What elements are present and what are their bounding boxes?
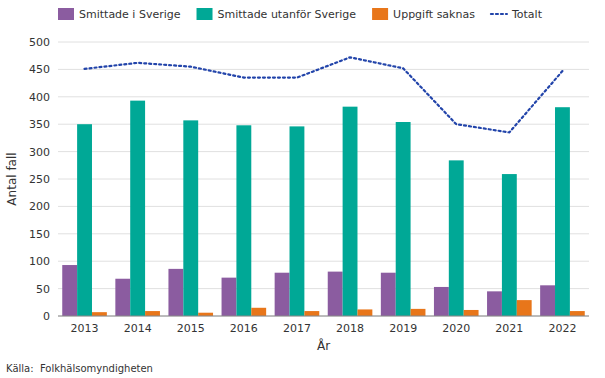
grid-line xyxy=(58,316,589,317)
bar xyxy=(115,279,130,316)
y-tick-label: 150 xyxy=(29,228,50,241)
x-tick-label: 2017 xyxy=(283,322,311,335)
bar xyxy=(570,311,585,316)
x-tick-label: 2018 xyxy=(336,322,364,335)
bar xyxy=(275,273,290,316)
x-axis-line xyxy=(58,316,589,317)
bar xyxy=(343,107,358,316)
x-tick-label: 2015 xyxy=(177,322,205,335)
x-tick-label: 2020 xyxy=(442,322,470,335)
bar xyxy=(290,126,305,316)
y-tick-label: 500 xyxy=(29,36,50,49)
bar xyxy=(449,160,464,316)
bar xyxy=(555,107,570,316)
x-axis-label: År xyxy=(317,338,330,353)
legend-label: Smittade utanför Sverige xyxy=(218,8,357,21)
y-tick-label: 50 xyxy=(36,283,50,296)
y-tick-label: 200 xyxy=(29,200,50,213)
line xyxy=(85,57,563,132)
bar xyxy=(464,310,479,316)
legend-swatch xyxy=(58,8,74,20)
x-tick-label: 2021 xyxy=(495,322,523,335)
bar xyxy=(487,291,502,316)
bar xyxy=(357,309,372,316)
x-tick-label: 2022 xyxy=(548,322,576,335)
legend-swatch xyxy=(491,13,507,15)
bar xyxy=(62,265,77,316)
bar xyxy=(130,101,145,316)
bar xyxy=(381,273,396,316)
y-tick-label: 100 xyxy=(29,255,50,268)
bar xyxy=(222,278,237,316)
legend: Smittade i Sverige Smittade utanför Sveri… xyxy=(58,8,543,21)
y-tick-label: 350 xyxy=(29,118,50,131)
y-tick-label: 0 xyxy=(43,310,50,323)
x-tick-label: 2014 xyxy=(124,322,152,335)
bar xyxy=(251,308,266,316)
grid-line xyxy=(58,42,589,43)
legend-swatch xyxy=(197,8,213,20)
bar xyxy=(92,312,107,316)
bar xyxy=(77,124,92,316)
x-tick-label: 2013 xyxy=(71,322,99,335)
plot-marks xyxy=(62,57,585,316)
chart-svg: 0 50 100 150 200 250 300 350 400 450 500 2013 2014 20… xyxy=(0,0,605,378)
bar xyxy=(517,300,532,316)
y-tick-label: 400 xyxy=(29,91,50,104)
bar xyxy=(183,120,198,316)
y-axis-label: Antal fall xyxy=(5,152,19,205)
x-tick-label: 2019 xyxy=(389,322,417,335)
legend-label: Uppgift saknas xyxy=(393,8,475,21)
legend-label: Smittade i Sverige xyxy=(79,8,181,21)
source-note: Källa: Folkhälsomyndigheten xyxy=(6,363,153,374)
legend-swatch xyxy=(372,8,388,20)
bar xyxy=(396,122,411,316)
y-tick-label: 250 xyxy=(29,173,50,186)
bar xyxy=(502,174,517,316)
bar xyxy=(411,309,426,316)
chart-container: 0 50 100 150 200 250 300 350 400 450 500 2013 2014 20… xyxy=(0,0,605,378)
bar xyxy=(434,287,449,316)
legend-label: Totalt xyxy=(511,8,543,21)
bar xyxy=(540,285,555,316)
bar xyxy=(328,272,343,316)
bar xyxy=(304,311,319,316)
bar xyxy=(236,125,251,316)
y-tick-label: 300 xyxy=(29,146,50,159)
grid xyxy=(58,42,589,316)
bar xyxy=(168,269,183,316)
grid-line xyxy=(58,69,589,70)
grid-line xyxy=(58,96,589,97)
bar xyxy=(145,311,160,316)
x-tick-label: 2016 xyxy=(230,322,258,335)
y-tick-label: 450 xyxy=(29,63,50,76)
